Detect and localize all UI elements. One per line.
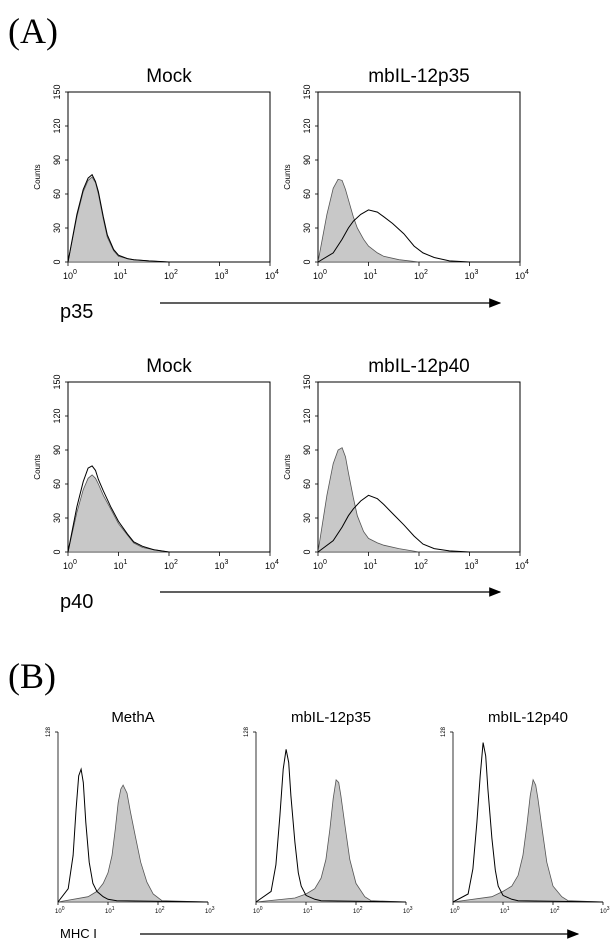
- y-tick-label: 60: [52, 479, 62, 489]
- x-tick-label: 103: [600, 906, 610, 915]
- x-tick-label: 101: [114, 269, 128, 281]
- open-histogram: [452, 742, 604, 903]
- y-tick-label: 150: [52, 84, 62, 99]
- y-tick-label: 0: [302, 259, 312, 264]
- axis-arrows: p35 p40 MHC I: [60, 298, 580, 941]
- x-tick-label: 102: [414, 559, 428, 571]
- chart-title: mbIL-12p35: [291, 709, 371, 726]
- y-tick-label: 120: [52, 408, 62, 423]
- open-histogram: [317, 209, 520, 263]
- y-tick-label: 150: [302, 374, 312, 389]
- x-tick-label: 100: [253, 906, 263, 915]
- y-tick-label: 30: [52, 513, 62, 523]
- chart-title: MethA: [111, 709, 154, 726]
- x-tick-label: 104: [515, 559, 529, 571]
- y-tick-label: 120: [302, 118, 312, 133]
- open-histogram: [57, 767, 209, 903]
- x-tick-label: 100: [313, 269, 327, 281]
- x-tick-label: 101: [364, 269, 378, 281]
- histogram-4: mbIL-12p40 100 101 102 103 104 0 30 60 90 120 150 Co…: [283, 356, 529, 571]
- x-axis-label: MHC I: [60, 926, 97, 941]
- open-histogram: [67, 173, 270, 263]
- y-tick-label: 90: [302, 155, 312, 165]
- filled-histogram: [452, 778, 604, 903]
- x-tick-label: 103: [215, 269, 229, 281]
- x-tick-label: 103: [215, 559, 229, 571]
- y-tick-label: 120: [302, 408, 312, 423]
- x-tick-label: 100: [450, 906, 460, 915]
- x-tick-label: 103: [403, 906, 413, 915]
- x-tick-label: 104: [515, 269, 529, 281]
- y-tick-label: 0: [302, 549, 312, 554]
- open-histogram: [255, 749, 407, 903]
- y-tick-label: 60: [302, 189, 312, 199]
- y-tick-label: 90: [52, 445, 62, 455]
- y-tick-label: 128: [46, 726, 52, 737]
- y-axis-label: Counts: [33, 454, 42, 479]
- x-tick-label: 102: [353, 906, 363, 915]
- filled-histogram: [255, 778, 407, 903]
- x-tick-label: 101: [364, 559, 378, 571]
- chart-title: mbIL-12p35: [368, 66, 469, 87]
- y-axis-label: Counts: [283, 164, 292, 189]
- histogram-7: mbIL-12p40 100 101 102 103 128: [441, 709, 610, 915]
- chart-title: Mock: [146, 66, 192, 87]
- y-axis-label: Counts: [283, 454, 292, 479]
- chart-title: Mock: [146, 356, 192, 377]
- x-tick-label: 102: [550, 906, 560, 915]
- chart-title: mbIL-12p40: [488, 709, 568, 726]
- x-tick-label: 103: [205, 906, 215, 915]
- filled-histogram: [67, 474, 270, 553]
- panel-label-a: (A): [8, 11, 58, 51]
- x-tick-label: 104: [265, 269, 279, 281]
- x-tick-label: 103: [465, 559, 479, 571]
- y-tick-label: 30: [302, 513, 312, 523]
- x-tick-label: 100: [313, 559, 327, 571]
- y-tick-label: 150: [302, 84, 312, 99]
- histogram-3: Mock 100 101 102 103 104 0 30 60 90 120 150 Counts: [33, 356, 279, 571]
- x-axis-label: p35: [60, 301, 93, 323]
- x-tick-label: 101: [114, 559, 128, 571]
- x-tick-label: 102: [155, 906, 165, 915]
- y-tick-label: 0: [52, 259, 62, 264]
- x-tick-label: 104: [265, 559, 279, 571]
- y-tick-label: 128: [441, 726, 447, 737]
- x-tick-label: 103: [465, 269, 479, 281]
- x-axis-label: p40: [60, 591, 93, 613]
- x-tick-label: 101: [105, 906, 115, 915]
- open-histogram: [317, 494, 520, 553]
- x-tick-label: 100: [55, 906, 65, 915]
- y-tick-label: 120: [52, 118, 62, 133]
- histogram-6: mbIL-12p35 100 101 102 103 128: [244, 709, 413, 915]
- x-tick-label: 101: [500, 906, 510, 915]
- x-tick-label: 100: [63, 269, 77, 281]
- x-tick-label: 102: [164, 559, 178, 571]
- y-tick-label: 128: [244, 726, 250, 737]
- filled-histogram: [317, 178, 520, 263]
- y-tick-label: 90: [52, 155, 62, 165]
- y-tick-label: 60: [302, 479, 312, 489]
- histogram-5: MethA 100 101 102 103 128: [46, 709, 215, 915]
- y-tick-label: 60: [52, 189, 62, 199]
- y-tick-label: 0: [52, 549, 62, 554]
- filled-histogram: [57, 784, 209, 903]
- histogram-2: mbIL-12p35 100 101 102 103 104 0 30 60 90 120 150 Co…: [283, 66, 529, 281]
- y-tick-label: 150: [52, 374, 62, 389]
- y-tick-label: 30: [302, 223, 312, 233]
- x-tick-label: 101: [303, 906, 313, 915]
- x-tick-label: 102: [164, 269, 178, 281]
- panel-label-b: (B): [8, 656, 56, 696]
- open-histogram: [67, 465, 270, 553]
- filled-histogram: [317, 447, 520, 553]
- y-tick-label: 30: [52, 223, 62, 233]
- y-tick-label: 90: [302, 445, 312, 455]
- y-axis-label: Counts: [33, 164, 42, 189]
- x-tick-label: 102: [414, 269, 428, 281]
- x-tick-label: 100: [63, 559, 77, 571]
- histogram-1: Mock 100 101 102 103 104 0 30 60 90 120 150 Counts: [33, 66, 279, 281]
- chart-title: mbIL-12p40: [368, 356, 469, 377]
